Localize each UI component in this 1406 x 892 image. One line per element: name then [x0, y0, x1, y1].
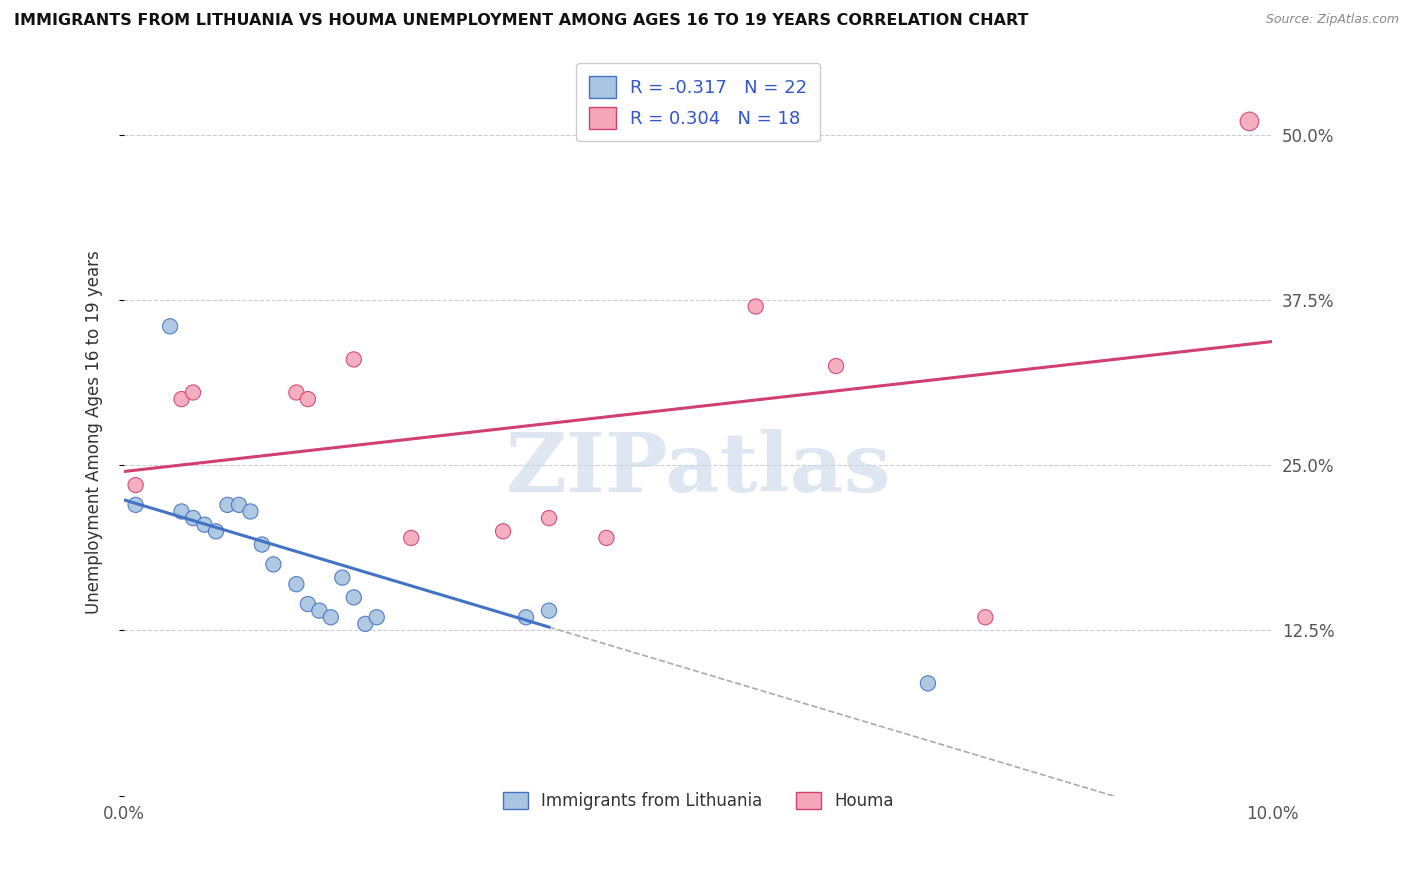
Point — [537, 511, 560, 525]
Y-axis label: Unemployment Among Ages 16 to 19 years: Unemployment Among Ages 16 to 19 years — [86, 251, 103, 614]
Point — [974, 610, 997, 624]
Point — [917, 676, 939, 690]
Point — [825, 359, 848, 373]
Point — [297, 392, 319, 406]
Legend: Immigrants from Lithuania, Houma: Immigrants from Lithuania, Houma — [489, 779, 907, 824]
Text: Source: ZipAtlas.com: Source: ZipAtlas.com — [1265, 13, 1399, 27]
Point — [343, 591, 366, 605]
Point — [181, 511, 204, 525]
Point — [124, 478, 146, 492]
Point — [595, 531, 617, 545]
Point — [205, 524, 228, 539]
Point — [239, 504, 262, 518]
Point — [330, 571, 353, 585]
Point — [399, 531, 422, 545]
Text: ZIPatlas: ZIPatlas — [506, 428, 891, 508]
Point — [366, 610, 388, 624]
Point — [217, 498, 239, 512]
Point — [181, 385, 204, 400]
Point — [1239, 114, 1261, 128]
Point — [159, 319, 181, 334]
Point — [262, 558, 284, 572]
Point — [124, 498, 146, 512]
Point — [343, 352, 366, 367]
Point — [285, 577, 308, 591]
Point — [285, 385, 308, 400]
Point — [492, 524, 515, 539]
Point — [170, 504, 193, 518]
Point — [744, 300, 766, 314]
Point — [354, 616, 377, 631]
Point — [250, 537, 273, 551]
Point — [537, 604, 560, 618]
Point — [170, 392, 193, 406]
Point — [193, 517, 215, 532]
Point — [319, 610, 342, 624]
Point — [308, 604, 330, 618]
Point — [228, 498, 250, 512]
Text: IMMIGRANTS FROM LITHUANIA VS HOUMA UNEMPLOYMENT AMONG AGES 16 TO 19 YEARS CORREL: IMMIGRANTS FROM LITHUANIA VS HOUMA UNEMP… — [14, 13, 1029, 29]
Point — [515, 610, 537, 624]
Point — [297, 597, 319, 611]
